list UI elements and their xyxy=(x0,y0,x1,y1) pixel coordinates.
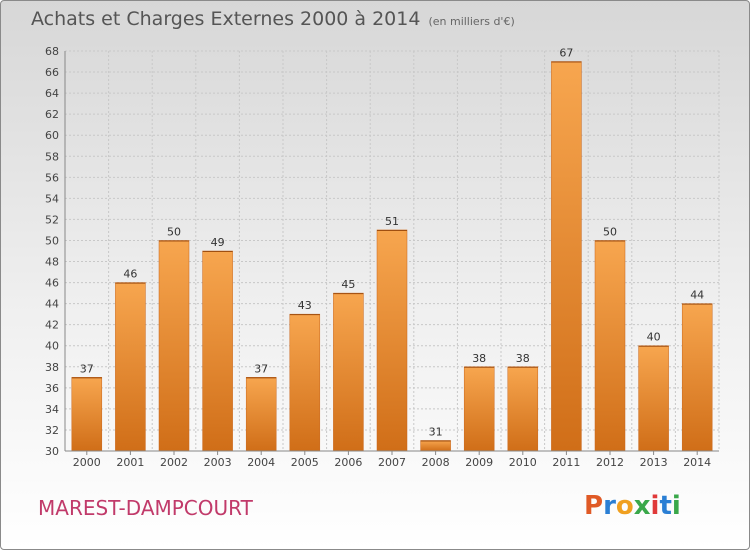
bar-value-label: 50 xyxy=(603,225,617,238)
x-tick-label: 2006 xyxy=(334,456,362,469)
logo-letter: r xyxy=(603,491,616,521)
y-tick-label: 42 xyxy=(45,319,59,332)
chart-title-text: Achats et Charges Externes 2000 à 2014 xyxy=(31,8,421,30)
x-tick-label: 2010 xyxy=(509,456,537,469)
y-tick-label: 52 xyxy=(45,213,59,226)
logo-letter: i xyxy=(671,491,681,521)
x-tick-label: 2007 xyxy=(378,456,406,469)
y-tick-label: 66 xyxy=(45,66,59,79)
bar-value-label: 67 xyxy=(559,47,573,60)
bar xyxy=(376,229,408,452)
bar xyxy=(594,240,626,452)
x-tick-label: 2008 xyxy=(422,456,450,469)
y-tick-label: 32 xyxy=(45,424,59,437)
bar xyxy=(202,250,233,452)
chart-title: Achats et Charges Externes 2000 à 2014 (e… xyxy=(31,8,515,30)
bar-value-label: 43 xyxy=(298,299,312,312)
x-tick-label: 2013 xyxy=(640,456,668,469)
bar-value-label: 45 xyxy=(341,278,355,291)
x-tick-label: 2012 xyxy=(596,456,624,469)
bar-value-label: 50 xyxy=(167,225,181,238)
bar-value-label: 49 xyxy=(211,236,225,249)
bar-value-label: 38 xyxy=(516,352,530,365)
y-tick-label: 48 xyxy=(45,256,59,269)
y-tick-label: 50 xyxy=(45,234,59,247)
bar-value-label: 40 xyxy=(647,331,661,344)
bar-value-label: 37 xyxy=(254,362,268,375)
y-tick-label: 58 xyxy=(45,150,59,163)
proxiti-logo: Proxiti xyxy=(584,491,681,521)
y-tick-label: 38 xyxy=(45,361,59,374)
y-tick-label: 40 xyxy=(45,340,59,353)
y-tick-label: 64 xyxy=(45,87,59,100)
x-tick-label: 2004 xyxy=(247,456,275,469)
bar-value-label: 31 xyxy=(429,425,443,438)
chart-unit-note: (en milliers d'€) xyxy=(428,15,515,28)
bar xyxy=(681,303,713,452)
bar xyxy=(638,345,669,452)
y-tick-label: 62 xyxy=(45,108,59,121)
bar xyxy=(463,366,495,452)
bar xyxy=(71,377,103,452)
x-tick-label: 2009 xyxy=(465,456,493,469)
bar xyxy=(289,313,321,452)
y-tick-label: 54 xyxy=(45,192,59,205)
logo-letter: x xyxy=(633,491,651,521)
bar xyxy=(245,377,277,452)
bar xyxy=(115,282,146,452)
y-tick-label: 44 xyxy=(45,298,59,311)
bar-value-label: 37 xyxy=(80,362,94,375)
y-tick-label: 56 xyxy=(45,171,59,184)
y-tick-label: 36 xyxy=(45,382,59,395)
bar xyxy=(158,240,190,452)
logo-letter: i xyxy=(650,491,660,521)
x-tick-label: 2002 xyxy=(160,456,188,469)
x-tick-label: 2001 xyxy=(116,456,144,469)
x-tick-label: 2005 xyxy=(291,456,319,469)
city-name: MAREST-DAMPCOURT xyxy=(38,496,253,520)
x-tick-label: 2003 xyxy=(204,456,232,469)
bar xyxy=(507,366,539,452)
logo-letter: t xyxy=(659,491,672,521)
y-tick-label: 30 xyxy=(45,445,59,458)
bar xyxy=(551,61,582,452)
logo-letter: P xyxy=(584,491,604,521)
axis-layer: 30 32 34 36 38 40 42 44 46 48 50 52 54 56 58 60 62 64 66 68… xyxy=(45,45,719,469)
y-tick-label: 46 xyxy=(45,277,59,290)
y-tick-label: 34 xyxy=(45,403,59,416)
y-tick-label: 60 xyxy=(45,129,59,142)
bar-value-label: 46 xyxy=(123,268,137,281)
x-tick-label: 2014 xyxy=(683,456,711,469)
bars-layer: 37 46 50 49 37 43 45 51 31 38 38 67 50 40 44 xyxy=(71,47,713,452)
bar xyxy=(420,440,451,452)
bar-value-label: 44 xyxy=(690,289,704,302)
x-tick-label: 2000 xyxy=(73,456,101,469)
bar-value-label: 38 xyxy=(472,352,486,365)
y-tick-label: 68 xyxy=(45,45,59,58)
bar xyxy=(333,292,364,452)
logo-letter: o xyxy=(615,491,634,521)
x-tick-label: 2011 xyxy=(552,456,580,469)
bar-value-label: 51 xyxy=(385,215,399,228)
